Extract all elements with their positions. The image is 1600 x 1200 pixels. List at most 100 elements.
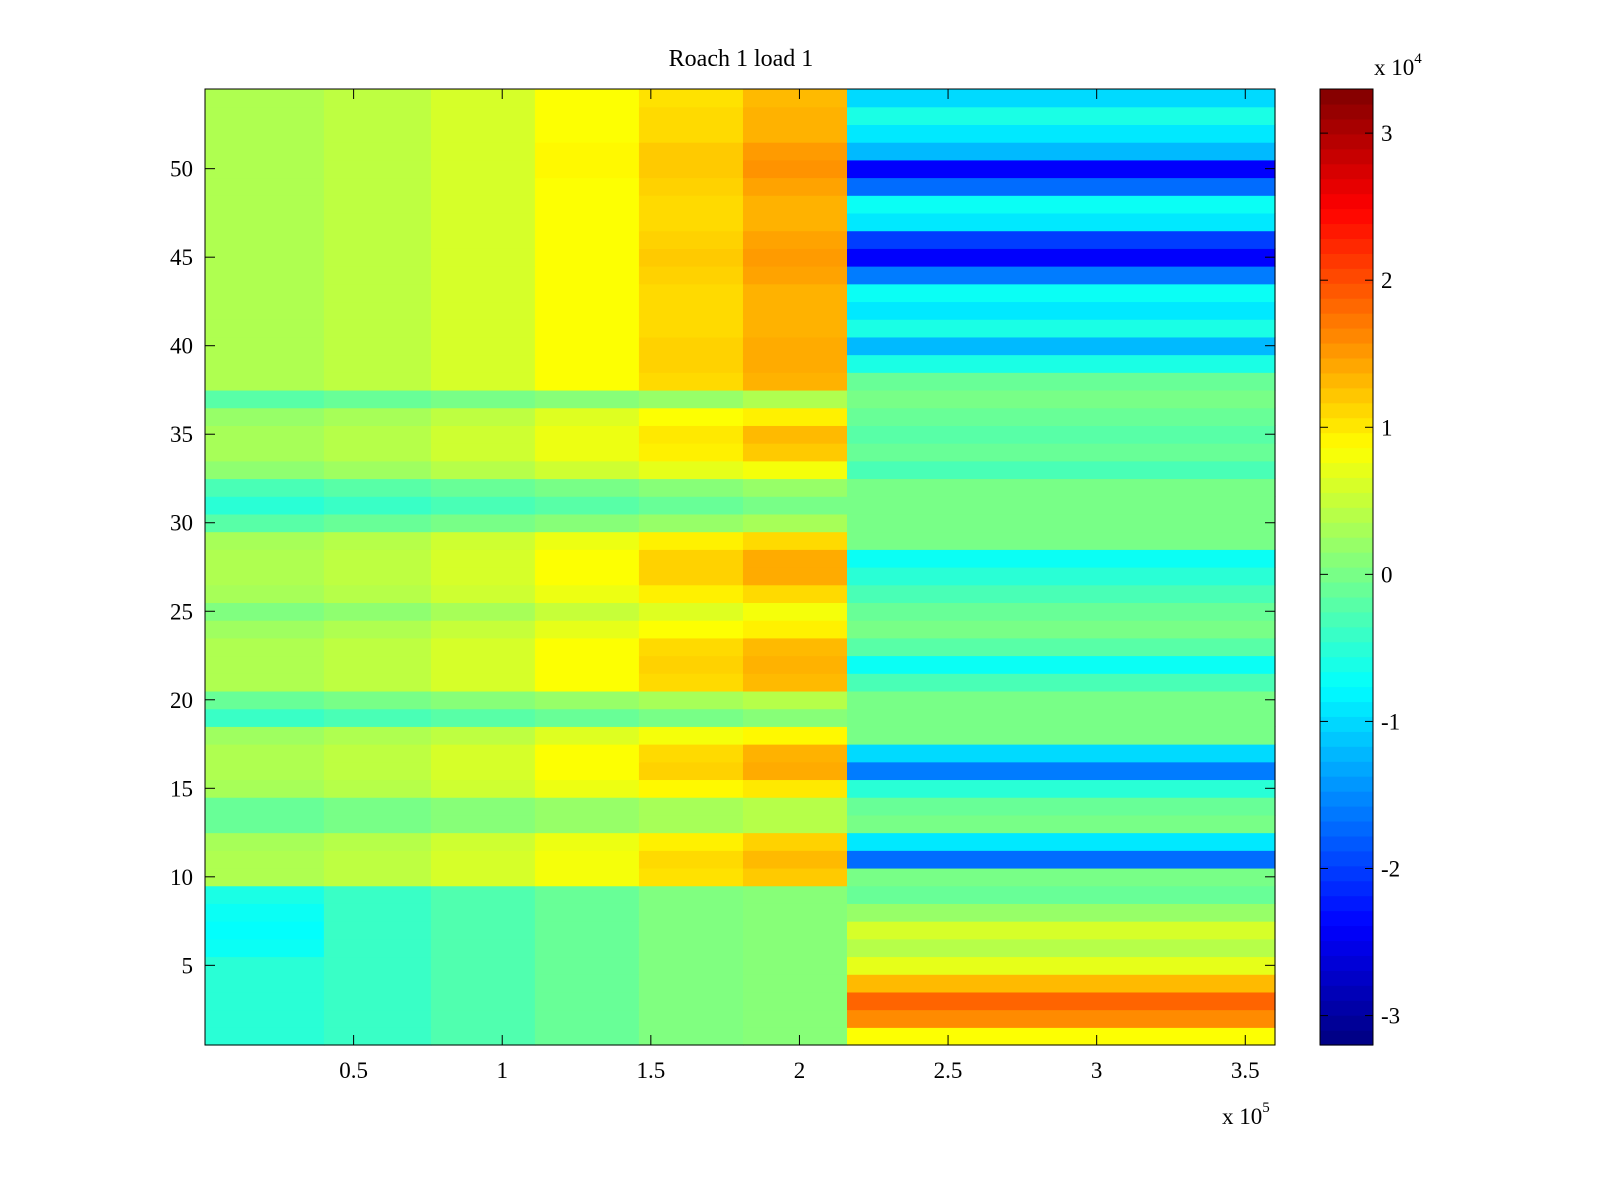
heatmap-cell [534, 425, 640, 444]
heatmap-cell [205, 195, 325, 214]
heatmap-cell [323, 354, 432, 373]
heatmap-cell [323, 301, 432, 320]
heatmap-cell [742, 319, 848, 338]
heatmap-cell [205, 991, 325, 1011]
heatmap-cell [534, 89, 640, 108]
x-axis: 0.5 1 1.5 2 2.5 3 3.5 [339, 89, 1260, 1083]
y-tick-label: 30 [170, 511, 193, 536]
heatmap-cell [534, 832, 640, 851]
heatmap-cells [205, 89, 1276, 1046]
heatmap-cell [638, 938, 744, 958]
heatmap-cell [638, 478, 744, 497]
heatmap-cell [534, 797, 640, 816]
colorbar-tick-label: -3 [1381, 1004, 1400, 1029]
heatmap-cell [638, 443, 744, 462]
heatmap-cell [430, 443, 536, 462]
heatmap-cell [205, 690, 325, 710]
heatmap-cell [323, 655, 432, 674]
heatmap-cell [847, 212, 1276, 232]
heatmap-cell [847, 903, 1276, 922]
heatmap-cell [847, 850, 1276, 869]
heatmap-cell [323, 620, 432, 639]
heatmap-cell [638, 584, 744, 603]
y-tick-label: 20 [170, 688, 193, 713]
heatmap-cell [847, 89, 1276, 108]
heatmap-cell [430, 602, 536, 621]
heatmap-cell [323, 124, 432, 143]
heatmap-cell [847, 549, 1276, 568]
x-tick-label: 3 [1091, 1058, 1103, 1083]
heatmap-cell [742, 779, 848, 798]
heatmap-cell [847, 673, 1276, 692]
heatmap-cell [430, 319, 536, 338]
heatmap-cell [638, 1027, 744, 1046]
colorbar-step [1320, 596, 1373, 613]
heatmap-cell [205, 248, 325, 267]
heatmap-cell [205, 938, 325, 958]
heatmap-cell [742, 195, 848, 214]
chart-title: Roach 1 load 1 [669, 46, 814, 72]
heatmap-cell [742, 531, 848, 550]
heatmap-cell [323, 584, 432, 603]
heatmap-cell [205, 956, 325, 975]
heatmap-cell [847, 814, 1276, 834]
colorbar-step [1320, 567, 1373, 583]
colorbar-multiplier-exponent: 4 [1414, 51, 1422, 67]
heatmap-cell [638, 142, 744, 161]
heatmap-cell [847, 620, 1276, 639]
heatmap-cell [847, 832, 1276, 851]
colorbar-step [1320, 462, 1373, 478]
heatmap-cell [534, 1009, 640, 1028]
heatmap-cell [534, 248, 640, 267]
heatmap-cell [430, 567, 536, 586]
heatmap-cell [205, 797, 325, 816]
heatmap-cell [323, 867, 432, 887]
heatmap-cell [742, 496, 848, 515]
heatmap-cell [430, 425, 536, 444]
colorbar-step [1320, 820, 1373, 837]
colorbar-step [1320, 970, 1373, 986]
heatmap-cell [847, 531, 1276, 550]
heatmap-cell [638, 1009, 744, 1028]
heatmap-cell [638, 212, 744, 232]
x-tick-label: 1.5 [636, 1058, 665, 1083]
colorbar-tick-label: 1 [1381, 415, 1393, 440]
heatmap-cell [430, 867, 536, 887]
heatmap-cell [430, 1027, 536, 1046]
colorbar-step [1320, 1030, 1373, 1046]
heatmap-cell [742, 797, 848, 816]
heatmap-cell [847, 283, 1276, 303]
heatmap-cell [323, 974, 432, 993]
heatmap-cell [638, 744, 744, 763]
heatmap-cell [534, 336, 640, 356]
heatmap-cell [638, 513, 744, 533]
colorbar-step [1320, 611, 1373, 628]
heatmap-cell [847, 496, 1276, 515]
heatmap-cell [430, 744, 536, 763]
y-tick-label: 40 [170, 334, 193, 359]
heatmap-cell [742, 159, 848, 179]
heatmap-cell [742, 867, 848, 887]
heatmap-cell [323, 319, 432, 338]
heatmap-cell [430, 690, 536, 710]
heatmap-cell [430, 779, 536, 798]
heatmap-cell [205, 814, 325, 834]
heatmap-cell [847, 407, 1276, 426]
heatmap-cell [638, 283, 744, 303]
heatmap-cell [638, 230, 744, 249]
heatmap-cell [534, 513, 640, 533]
heatmap-cell [534, 478, 640, 497]
heatmap-cell [847, 797, 1276, 816]
colorbar-step [1320, 716, 1373, 732]
x-tick-label: 1 [496, 1058, 508, 1083]
heatmap-cell [638, 195, 744, 214]
colorbar-step [1320, 268, 1373, 284]
colorbar-step [1320, 746, 1373, 762]
colorbar-step [1320, 208, 1373, 225]
heatmap-cell [205, 336, 325, 356]
colorbar-step [1320, 865, 1373, 882]
colorbar-step [1320, 477, 1373, 493]
heatmap-cell [847, 478, 1276, 497]
heatmap-cell [847, 142, 1276, 161]
heatmap-cell [638, 407, 744, 426]
